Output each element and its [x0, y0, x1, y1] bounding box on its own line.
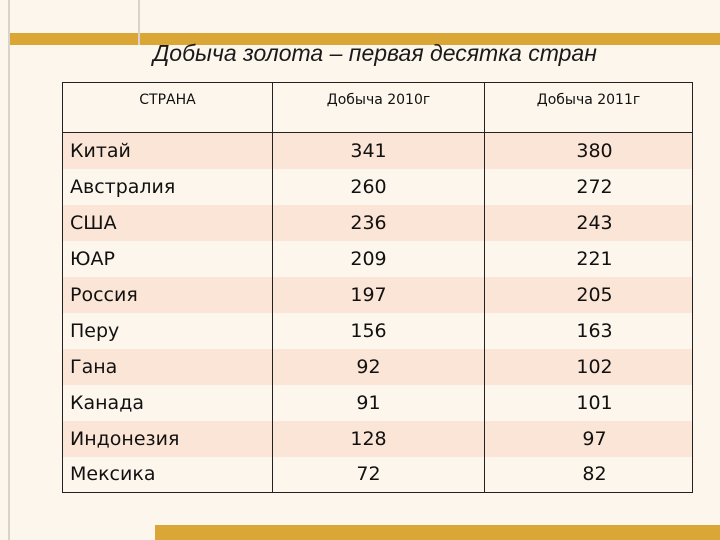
- country-cell: Перу: [62, 312, 273, 349]
- header-2010: Добыча 2010г: [272, 82, 485, 133]
- production-2010-cell: 341: [272, 132, 485, 169]
- header-country: СТРАНА: [62, 82, 273, 133]
- production-2010-cell: 197: [272, 276, 485, 313]
- production-2010-cell: 92: [272, 348, 485, 385]
- country-cell: Австралия: [62, 168, 273, 205]
- country-cell: Россия: [62, 276, 273, 313]
- production-2011-cell: 380: [484, 132, 693, 169]
- production-2011-cell: 221: [484, 240, 693, 277]
- top-accent-band: [10, 33, 720, 45]
- production-2010-cell: 156: [272, 312, 485, 349]
- left-rule: [8, 0, 10, 540]
- production-2010-cell: 209: [272, 240, 485, 277]
- bottom-accent-band: [155, 525, 720, 540]
- country-cell: Гана: [62, 348, 273, 385]
- production-2011-cell: 272: [484, 168, 693, 205]
- country-cell: ЮАР: [62, 240, 273, 277]
- production-2010-cell: 236: [272, 204, 485, 241]
- production-2011-cell: 102: [484, 348, 693, 385]
- country-cell: Канада: [62, 384, 273, 421]
- top-divider: [138, 0, 140, 45]
- production-2011-cell: 163: [484, 312, 693, 349]
- table-row: Австралия 260 272: [62, 168, 693, 205]
- table-row: Россия 197 205: [62, 276, 693, 313]
- production-2011-cell: 205: [484, 276, 693, 313]
- production-2010-cell: 91: [272, 384, 485, 421]
- gold-production-table: СТРАНА Добыча 2010г Добыча 2011г Китай 34…: [62, 82, 693, 493]
- production-2010-cell: 260: [272, 168, 485, 205]
- country-cell: Мексика: [62, 456, 273, 493]
- table-row: ЮАР 209 221: [62, 240, 693, 277]
- production-2011-cell: 101: [484, 384, 693, 421]
- production-2010-cell: 72: [272, 456, 485, 493]
- table-header-row: СТРАНА Добыча 2010г Добыча 2011г: [62, 82, 693, 133]
- table-row: Китай 341 380: [62, 132, 693, 169]
- page-title: Добыча золота – первая десятка стран: [153, 40, 597, 66]
- header-2011: Добыча 2011г: [484, 82, 693, 133]
- table-row: Перу 156 163: [62, 312, 693, 349]
- country-cell: Индонезия: [62, 420, 273, 457]
- table-row: Индонезия 128 97: [62, 420, 693, 457]
- table-row: Мексика 72 82: [62, 456, 693, 493]
- table-row: Канада 91 101: [62, 384, 693, 421]
- production-2011-cell: 243: [484, 204, 693, 241]
- table-row: Гана 92 102: [62, 348, 693, 385]
- country-cell: Китай: [62, 132, 273, 169]
- table-row: США 236 243: [62, 204, 693, 241]
- production-2010-cell: 128: [272, 420, 485, 457]
- production-2011-cell: 82: [484, 456, 693, 493]
- country-cell: США: [62, 204, 273, 241]
- production-2011-cell: 97: [484, 420, 693, 457]
